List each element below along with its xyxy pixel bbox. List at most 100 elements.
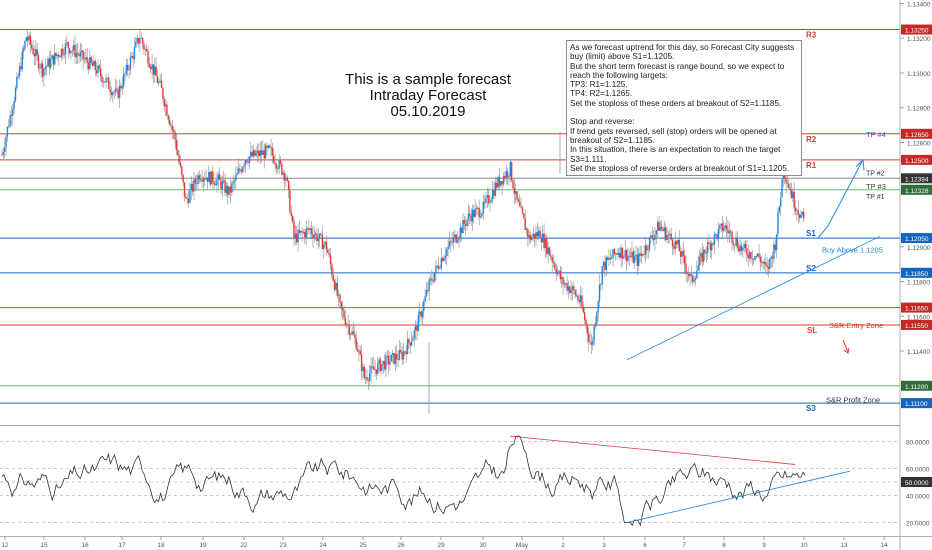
candle-body [147, 51, 149, 64]
candle-body [636, 254, 639, 266]
candle-body [767, 266, 770, 269]
candle-body [385, 355, 387, 370]
note-line: TP3: R1=1.125. [570, 80, 628, 90]
candle-body [12, 108, 14, 116]
candle-body [293, 221, 295, 238]
candle-body [531, 236, 533, 241]
candle-body [681, 250, 683, 257]
candle-body [309, 228, 311, 231]
candle-body [600, 284, 602, 286]
candle-body [20, 66, 22, 70]
candle-body [220, 179, 222, 189]
candle-body [318, 233, 321, 239]
candle-body [479, 216, 482, 218]
candle-body [306, 228, 309, 229]
candle-body [459, 227, 461, 238]
candle-body [481, 213, 483, 217]
candle-body [305, 228, 307, 238]
candle-body [163, 98, 165, 107]
candle-body [702, 249, 705, 262]
candle-body [258, 150, 260, 157]
candle-body [544, 238, 547, 248]
candle-body [363, 366, 365, 378]
candle-body [574, 290, 576, 296]
candle-body [336, 282, 338, 296]
candle-body [675, 240, 678, 245]
candle-body [241, 167, 244, 172]
candle-body [313, 235, 315, 238]
price-badge [901, 380, 932, 391]
candle-body [296, 233, 298, 243]
candle-body [698, 256, 701, 266]
candle-body [216, 179, 218, 186]
candle-body [559, 270, 562, 280]
candle-body [585, 320, 587, 325]
candle-body [493, 189, 495, 196]
price-tick-label: 1.12000 [907, 245, 931, 252]
oscillator-tick-label: 80.0000 [906, 440, 930, 447]
candle-body [278, 159, 280, 169]
candle-body [291, 216, 294, 222]
candle-body [556, 271, 559, 274]
candle-body [329, 255, 332, 265]
candle-body [181, 166, 183, 175]
candle-body [129, 57, 132, 70]
level-label: R1 [806, 161, 817, 170]
candle-body [704, 249, 706, 253]
candle-body [597, 301, 599, 313]
candle-body [354, 334, 356, 338]
candle-body [412, 337, 414, 342]
candle-body [55, 52, 57, 57]
candle-body [229, 186, 232, 193]
candle-body [375, 369, 378, 374]
candle-body [669, 233, 671, 236]
candle-body [725, 225, 728, 230]
candle-body [606, 257, 609, 260]
candle-body [277, 168, 279, 170]
candle-body [575, 295, 578, 297]
candle-body [141, 38, 144, 44]
time-tick-label: 15 [40, 542, 48, 549]
candle-body [596, 312, 598, 324]
candle-body [287, 180, 290, 190]
candle-body [383, 360, 386, 370]
candle-body [95, 69, 98, 74]
price-badge-label: 1.12500 [905, 158, 929, 165]
candle-body [721, 223, 724, 231]
candle-body [761, 261, 763, 263]
price-badge-label: 1.11850 [905, 271, 928, 278]
candle-body [41, 63, 44, 77]
candle-body [36, 49, 38, 56]
candle-body [602, 261, 605, 267]
candle-body [492, 189, 494, 200]
candle-body [108, 77, 110, 89]
candle-body [701, 252, 703, 262]
candle-body [735, 238, 737, 245]
candle-body [590, 342, 593, 345]
candle-body [316, 233, 318, 242]
candle-body [37, 55, 40, 68]
candle-body [35, 49, 37, 57]
time-tick-label: 9 [762, 542, 766, 549]
candle-body [206, 177, 209, 182]
candle-body [679, 251, 682, 257]
candle-body [682, 250, 685, 256]
candle-body [713, 234, 716, 245]
candle-body [644, 245, 647, 255]
time-tick-label: 13 [840, 542, 848, 549]
candle-body [250, 151, 252, 157]
candle-body [515, 191, 517, 194]
candle-body [709, 243, 712, 251]
candle-body [658, 221, 660, 231]
candle-body [323, 244, 325, 250]
candle-body [712, 243, 714, 245]
candle-body [755, 256, 758, 257]
candle-body [75, 52, 78, 58]
candle-body [516, 191, 518, 200]
candle-body [159, 80, 161, 82]
time-tick-label: 26 [397, 542, 405, 549]
candle-body [248, 156, 251, 163]
candle-body [523, 213, 525, 219]
candle-body [337, 294, 340, 296]
candle-body [4, 147, 6, 152]
